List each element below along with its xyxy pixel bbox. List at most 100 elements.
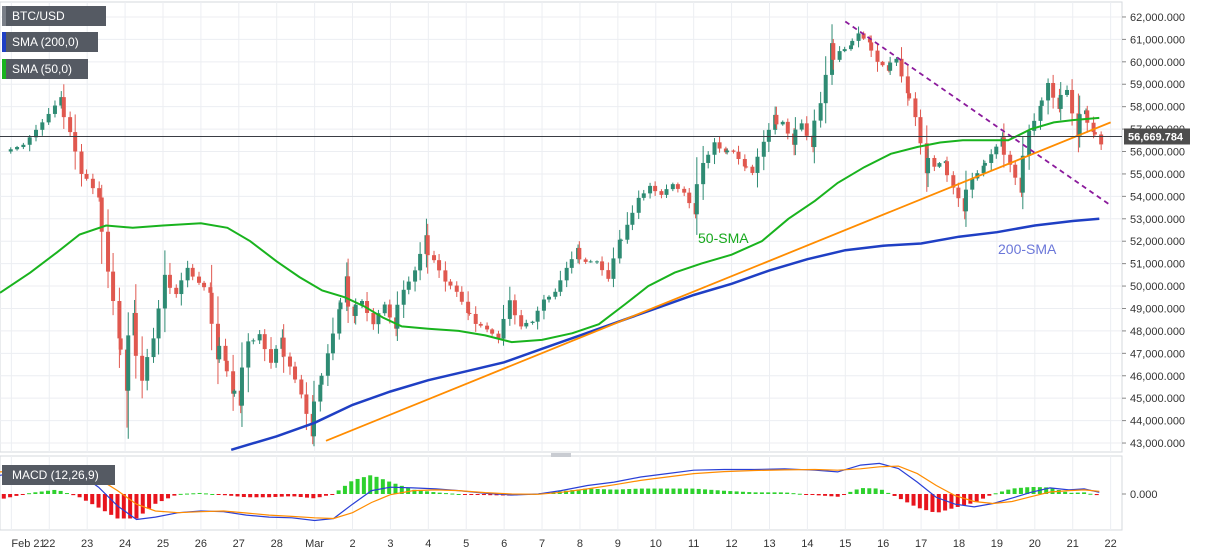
candle-up bbox=[842, 49, 847, 52]
macd-hist-bar-neg bbox=[83, 494, 88, 501]
macd-hist-bar-pos bbox=[797, 493, 802, 495]
candle-up bbox=[725, 150, 730, 153]
legend-sma200[interactable]: SMA (200,0) bbox=[2, 32, 98, 52]
pane-resize-handle[interactable] bbox=[551, 453, 571, 457]
y-tick-label: 50,000.000 bbox=[1130, 281, 1185, 293]
y-tick-label: 45,000.000 bbox=[1130, 393, 1185, 405]
x-tick-label: 19 bbox=[991, 538, 1003, 550]
x-tick-label: 26 bbox=[195, 538, 207, 550]
macd-hist-bar-neg bbox=[273, 494, 278, 497]
macd-hist-bar-neg bbox=[810, 494, 815, 495]
y-tick-label: 47,000.000 bbox=[1130, 348, 1185, 360]
candle-up bbox=[558, 280, 563, 292]
candle-down bbox=[269, 349, 274, 363]
candle-down bbox=[454, 285, 459, 292]
macd-hist-bar-pos bbox=[444, 493, 449, 495]
candle-down bbox=[174, 287, 179, 295]
x-tick-label: 8 bbox=[577, 538, 583, 550]
candle-down bbox=[61, 97, 66, 118]
candle-up bbox=[1020, 155, 1025, 193]
candle-down bbox=[467, 312, 472, 314]
candle-up bbox=[395, 304, 400, 329]
candle-down bbox=[99, 197, 104, 232]
macd-hist-bar-neg bbox=[140, 494, 145, 514]
x-tick-label: Feb 21 bbox=[11, 538, 45, 550]
candle-down bbox=[90, 178, 95, 189]
candle-down bbox=[913, 98, 918, 118]
candle-down bbox=[79, 151, 84, 174]
sma200-annotation: 200-SMA bbox=[998, 241, 1057, 257]
candle-up bbox=[664, 189, 669, 195]
candle-down bbox=[899, 58, 904, 77]
macd-hist-bar-neg bbox=[222, 494, 227, 496]
candle-up bbox=[648, 185, 653, 194]
candle-up bbox=[630, 212, 635, 225]
candle-down bbox=[473, 313, 478, 324]
candle-up bbox=[59, 97, 64, 106]
candle-up bbox=[619, 239, 624, 241]
legend-sma50[interactable]: SMA (50,0) bbox=[2, 59, 88, 79]
candle-down bbox=[140, 355, 145, 381]
x-tick-label: 7 bbox=[539, 538, 545, 550]
candle-up bbox=[641, 193, 646, 198]
macd-hist-bar-pos bbox=[203, 493, 208, 495]
macd-hist-bar-neg bbox=[109, 494, 114, 515]
candle-down bbox=[84, 173, 89, 179]
macd-hist-bar-neg bbox=[1, 494, 6, 499]
candle-up bbox=[319, 375, 324, 385]
macd-hist-bar-pos bbox=[185, 493, 189, 495]
x-tick-label: 20 bbox=[1029, 538, 1041, 550]
candle-down bbox=[304, 394, 309, 414]
macd-hist-bar-pos bbox=[39, 491, 44, 494]
macd-hist-bar-neg bbox=[475, 494, 480, 495]
candle-up bbox=[1065, 89, 1070, 95]
macd-hist-bar-pos bbox=[58, 490, 63, 494]
macd-hist-bar-neg bbox=[469, 494, 474, 495]
legend-btcusd[interactable]: BTC/USD bbox=[2, 6, 106, 26]
candle-up bbox=[46, 113, 51, 123]
sma50-line bbox=[0, 116, 1100, 344]
candle-down bbox=[956, 187, 961, 199]
candle-down bbox=[736, 151, 741, 159]
macd-hist-bar-neg bbox=[917, 494, 922, 509]
macd-hist-bar-pos bbox=[178, 493, 183, 495]
candle-up bbox=[564, 267, 569, 281]
macd-hist-bar-pos bbox=[342, 485, 347, 494]
candle-down bbox=[774, 114, 779, 125]
candle-up bbox=[856, 33, 861, 41]
candle-up bbox=[353, 304, 358, 316]
macd-hist-bar-neg bbox=[8, 494, 13, 498]
candle-up bbox=[546, 296, 551, 300]
candle-up bbox=[994, 146, 999, 155]
candle-up bbox=[1027, 130, 1032, 156]
x-tick-label: 27 bbox=[233, 538, 245, 550]
candle-up bbox=[1038, 105, 1043, 121]
candle-down bbox=[432, 255, 437, 261]
candle-down bbox=[577, 247, 582, 260]
candle-up bbox=[330, 333, 335, 354]
candle-down bbox=[209, 292, 214, 324]
support-trendline bbox=[325, 121, 1111, 442]
macd-hist-bar-pos bbox=[1063, 491, 1068, 494]
candle-down bbox=[387, 304, 392, 318]
candle-up bbox=[418, 253, 423, 271]
macd-hist-bar-neg bbox=[267, 494, 272, 498]
legend-macd[interactable]: MACD (12,26,9) bbox=[2, 465, 115, 485]
candle-down bbox=[907, 93, 912, 99]
price-panel bbox=[0, 1, 1123, 453]
macd-hist-bar-neg bbox=[962, 494, 967, 506]
macd-hist-bar-pos bbox=[1069, 492, 1074, 494]
candle-down bbox=[869, 42, 874, 51]
macd-hist-bar-pos bbox=[1025, 487, 1030, 494]
macd-hist-bar-pos bbox=[368, 475, 373, 494]
candle-down bbox=[750, 166, 755, 173]
macd-hist-bar-pos bbox=[1044, 487, 1049, 494]
candle-down bbox=[190, 267, 195, 277]
x-tick-label: 22 bbox=[1105, 538, 1117, 550]
macd-hist-bar-neg bbox=[987, 494, 992, 496]
y-tick-label: 60,000.000 bbox=[1130, 57, 1185, 69]
macd-hist-bar-pos bbox=[1031, 487, 1036, 494]
macd-hist-bar-pos bbox=[772, 492, 777, 494]
